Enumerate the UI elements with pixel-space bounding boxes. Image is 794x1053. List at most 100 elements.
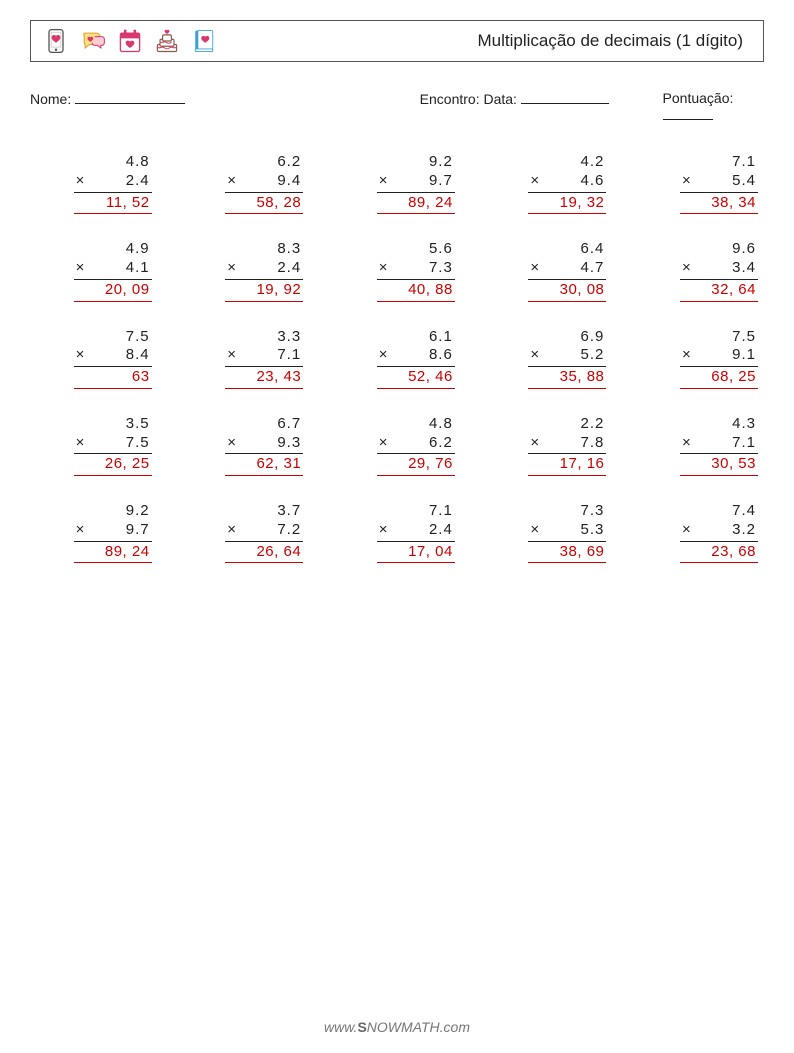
multiplier: 5.2 — [581, 346, 605, 363]
answer: 19, 32 — [528, 193, 606, 215]
multiplicand: 6.9 — [581, 328, 607, 347]
problem: 4.8×2.411, 52 — [36, 153, 152, 214]
header-icons — [41, 26, 219, 56]
multiplier: 9.7 — [429, 172, 453, 189]
multiplier: 6.2 — [429, 434, 453, 451]
worksheet-title: Multiplicação de decimais (1 dígito) — [219, 31, 753, 51]
multiplicand: 8.3 — [277, 240, 303, 259]
multiplier-row: ×9.1 — [680, 346, 758, 367]
cake-heart-icon — [152, 26, 182, 56]
chat-heart-icon — [78, 26, 108, 56]
problem: 2.2 × 7.8 17, 16 — [491, 415, 607, 476]
multiplier-row: ×4.1 — [74, 259, 152, 280]
multiplier-row: × 9.7 — [377, 172, 455, 193]
multiplicand: 2.2 — [581, 415, 607, 434]
multiplier-row: ×8.4 — [74, 346, 152, 367]
multiplier: 8.6 — [429, 346, 453, 363]
multiplier-row: × 9.7 — [74, 521, 152, 542]
multiplier-row: × 7.8 — [528, 434, 606, 455]
answer: 63 — [74, 367, 152, 389]
multiplier: 7.2 — [277, 521, 301, 538]
operator: × — [377, 434, 389, 453]
multiplier: 2.4 — [126, 172, 150, 189]
problem: 5.6×7.340, 88 — [339, 240, 455, 301]
blank-encontro[interactable] — [521, 90, 609, 104]
problem: 9.2 × 9.7 89, 24 — [339, 153, 455, 214]
blank-nome[interactable] — [75, 90, 185, 104]
answer: 40, 88 — [377, 280, 455, 302]
worksheet-page: Multiplicação de decimais (1 dígito) Nom… — [0, 0, 794, 1053]
multiplicand: 6.7 — [277, 415, 303, 434]
multiplier: 5.4 — [732, 172, 756, 189]
multiplicand: 6.2 — [277, 153, 303, 172]
operator: × — [680, 172, 692, 191]
multiplicand: 4.3 — [732, 415, 758, 434]
multiplier: 2.4 — [277, 259, 301, 276]
problem: 4.8×6.229, 76 — [339, 415, 455, 476]
problem: 7.1×2.417, 04 — [339, 502, 455, 563]
multiplier-row: ×7.2 — [225, 521, 303, 542]
multiplier-row: ×9.3 — [225, 434, 303, 455]
multiplier: 3.4 — [732, 259, 756, 276]
multiplier-row: ×7.5 — [74, 434, 152, 455]
multiplier: 4.7 — [581, 259, 605, 276]
problem: 7.5×8.463 — [36, 328, 152, 389]
problem: 4.2×4.619, 32 — [491, 153, 607, 214]
blank-pontuacao[interactable] — [663, 106, 713, 120]
problem: 4.9×4.120, 09 — [36, 240, 152, 301]
field-pontuacao: Pontuação: — [663, 90, 764, 123]
operator: × — [528, 434, 540, 453]
answer: 23, 43 — [225, 367, 303, 389]
problem: 6.4×4.730, 08 — [491, 240, 607, 301]
multiplicand: 3.7 — [277, 502, 303, 521]
multiplicand: 4.9 — [126, 240, 152, 259]
multiplier-row: × 7.3 — [377, 259, 455, 280]
multiplier-row: ×4.6 — [528, 172, 606, 193]
multiplier: 7.1 — [732, 434, 756, 451]
multiplier-row: × 4.7 — [528, 259, 606, 280]
multiplier-row: × 8.6 — [377, 346, 455, 367]
answer: 35, 88 — [528, 367, 606, 389]
answer: 17, 16 — [528, 454, 606, 476]
operator: × — [528, 172, 540, 191]
operator: × — [225, 259, 237, 278]
operator: × — [74, 346, 86, 365]
answer: 52, 46 — [377, 367, 455, 389]
operator: × — [528, 346, 540, 365]
multiplier: 7.1 — [277, 346, 301, 363]
multiplier: 9.7 — [126, 521, 150, 538]
multiplicand: 7.4 — [732, 502, 758, 521]
field-encontro: Encontro: Data: — [420, 90, 655, 123]
multiplier-row: ×5.3 — [528, 521, 606, 542]
multiplier-row: ×2.4 — [74, 172, 152, 193]
multiplicand: 3.3 — [277, 328, 303, 347]
answer: 89, 24 — [377, 193, 455, 215]
multiplier: 7.8 — [581, 434, 605, 451]
operator: × — [377, 521, 389, 540]
operator: × — [225, 346, 237, 365]
multiplier: 7.3 — [429, 259, 453, 276]
answer: 89, 24 — [74, 542, 152, 564]
operator: × — [225, 434, 237, 453]
multiplicand: 7.5 — [126, 328, 152, 347]
operator: × — [225, 172, 237, 191]
problem: 7.1×5.438, 34 — [642, 153, 758, 214]
operator: × — [680, 346, 692, 365]
operator: × — [377, 172, 389, 191]
operator: × — [377, 259, 389, 278]
answer: 58, 28 — [225, 193, 303, 215]
multiplier: 7.5 — [126, 434, 150, 451]
footer-brand-s: S — [357, 1019, 366, 1035]
multiplier-row: × 6.2 — [377, 434, 455, 455]
operator: × — [377, 346, 389, 365]
multiplicand: 9.2 — [429, 153, 455, 172]
label-pontuacao: Pontuação: — [663, 90, 734, 106]
multiplicand: 3.5 — [126, 415, 152, 434]
problem: 9.2×9.789, 24 — [36, 502, 152, 563]
answer: 62, 31 — [225, 454, 303, 476]
answer: 11, 52 — [74, 193, 152, 215]
label-nome: Nome: — [30, 91, 71, 107]
problems-grid: 4.8×2.411, 526.2×9.458, 289.2×9.789, 244… — [30, 153, 764, 563]
operator: × — [74, 521, 86, 540]
operator: × — [528, 259, 540, 278]
